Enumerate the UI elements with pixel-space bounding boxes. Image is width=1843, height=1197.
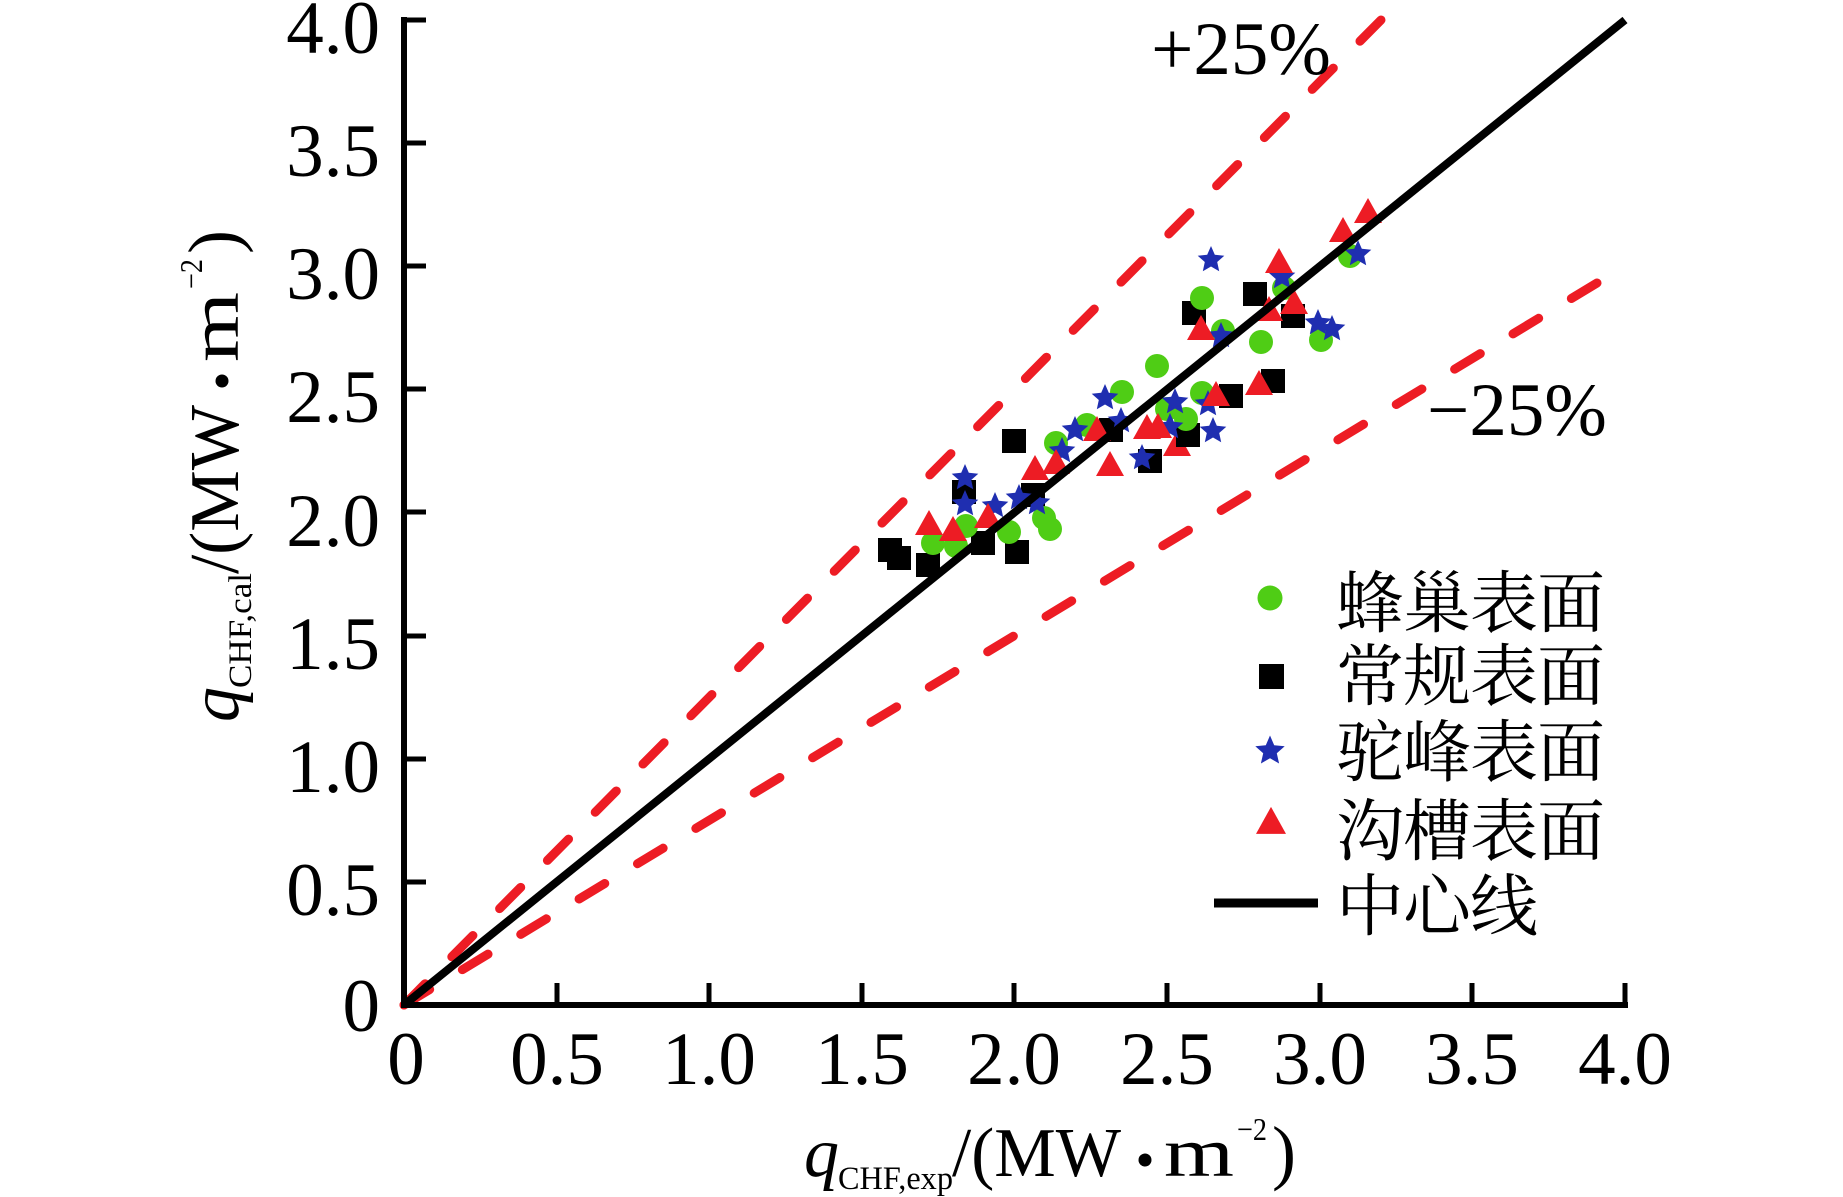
svg-text:2.0: 2.0 [286,480,380,563]
svg-text:CHF,exp: CHF,exp [838,1161,953,1197]
svg-text:): ) [1272,1112,1296,1192]
svg-text:0.5: 0.5 [286,849,380,932]
svg-text:1.0: 1.0 [286,726,380,809]
svg-text:m: m [1164,1115,1234,1192]
svg-text:+25%: +25% [1151,8,1331,91]
svg-text:CHF,cal: CHF,cal [223,573,259,688]
svg-text:−2: −2 [1237,1111,1267,1147]
svg-text:2.5: 2.5 [286,356,380,439]
svg-text:1.0: 1.0 [662,1018,756,1101]
svg-text:4.0: 4.0 [1578,1018,1672,1101]
svg-text:2.0: 2.0 [967,1018,1061,1101]
svg-text:/(MW: /(MW [177,405,254,574]
svg-text:/(MW: /(MW [952,1115,1121,1192]
svg-text:0.5: 0.5 [510,1018,604,1101]
svg-text:1.5: 1.5 [286,603,380,686]
svg-text:3.0: 3.0 [1273,1018,1367,1101]
svg-text:q: q [804,1115,839,1192]
svg-text:3.5: 3.5 [286,110,380,193]
svg-text:4.0: 4.0 [286,0,380,70]
svg-text:0: 0 [343,965,381,1048]
svg-text:3.5: 3.5 [1425,1018,1519,1101]
svg-text:2.5: 2.5 [1120,1018,1214,1101]
svg-text:0: 0 [387,1018,425,1101]
svg-text:m: m [177,292,254,362]
svg-text:q: q [177,687,254,722]
svg-text:−25%: −25% [1427,369,1607,452]
svg-text:3.0: 3.0 [286,233,380,316]
svg-text:−2: −2 [173,259,209,289]
svg-text:1.5: 1.5 [815,1018,909,1101]
svg-text:): ) [174,230,254,254]
